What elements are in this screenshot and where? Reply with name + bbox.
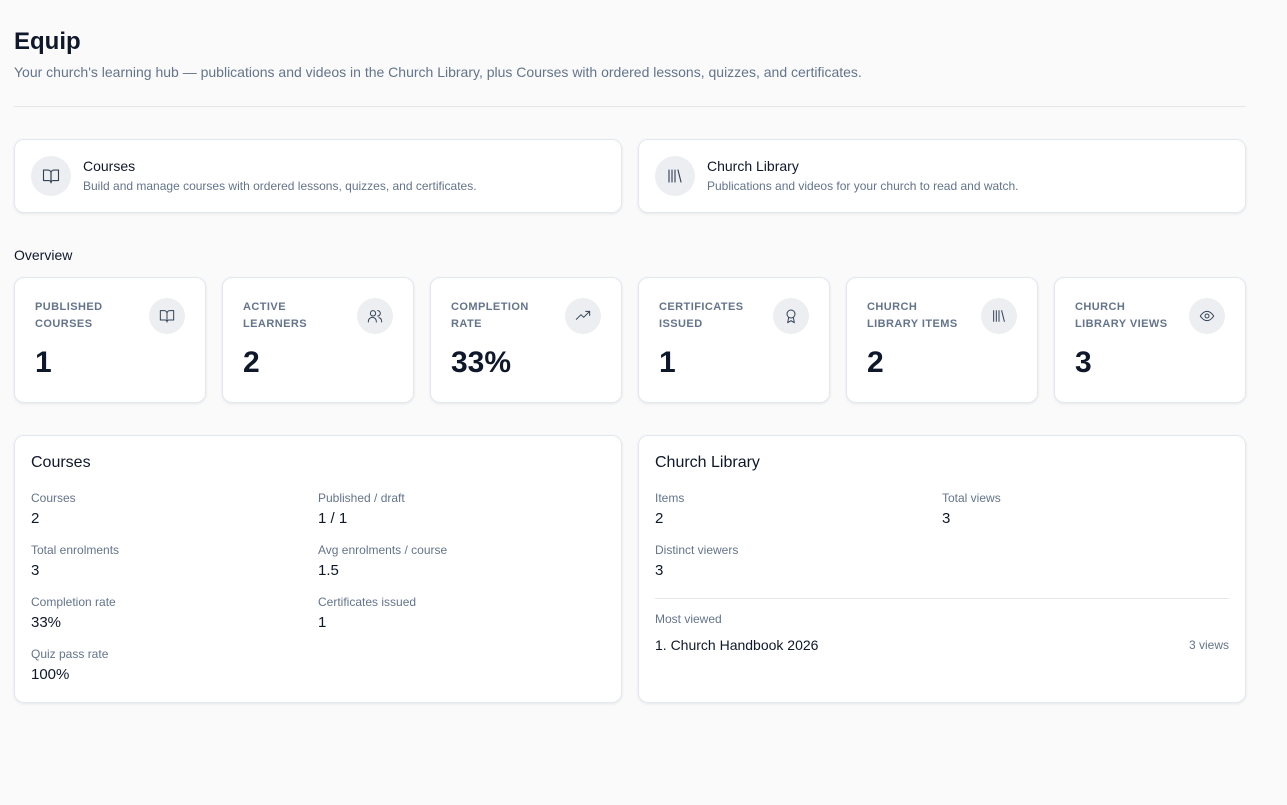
stat-card: COMPLETION RATE 33%	[430, 277, 622, 403]
stat-label: PUBLISHED COURSES	[35, 301, 103, 330]
metric-value: 1	[318, 614, 327, 631]
stat-card: PUBLISHED COURSES 1	[14, 277, 206, 403]
icon	[1189, 298, 1225, 334]
metric-value: 2	[655, 510, 664, 527]
stat-value: 33%	[451, 346, 512, 379]
metric-label: Courses	[31, 491, 76, 505]
metric-label: Distinct viewers	[655, 543, 739, 557]
page-title: Equip	[14, 28, 81, 55]
most-viewed-views: 3 views	[1188, 638, 1229, 652]
metric: Total enrolments 3	[31, 543, 119, 579]
metric-label: Total enrolments	[31, 543, 120, 557]
metric-label: Avg enrolments / course	[318, 543, 448, 557]
nav-description: Build and manage courses with ordered le…	[83, 179, 477, 193]
stat-value: 2	[243, 346, 260, 379]
divider	[14, 106, 1246, 107]
nav-title: Courses	[83, 158, 136, 174]
stat-card: ACTIVE LEARNERS 2	[222, 277, 414, 403]
subsection-title: Most viewed	[655, 612, 722, 626]
section-title: Overview	[14, 247, 73, 263]
stat-label: COMPLETION RATE	[451, 301, 529, 330]
courses-panel: Courses Courses 2 Published / draft 1 / 1 To…	[14, 435, 622, 703]
icon	[149, 298, 185, 334]
stat-value: 3	[1075, 346, 1092, 379]
icon	[773, 298, 809, 334]
stat-card: CHURCH LIBRARY ITEMS 2	[846, 277, 1038, 403]
metric-value: 3	[31, 562, 40, 579]
metric-label: Quiz pass rate	[31, 647, 109, 661]
stat-label: CHURCH LIBRARY ITEMS	[867, 301, 958, 330]
nav-card[interactable]: Courses Build and manage courses with or…	[14, 139, 622, 213]
metric: Published / draft 1 / 1	[318, 491, 405, 527]
library-panel: Church Library Most viewed 1. Church Han…	[638, 435, 1246, 703]
nav-description: Publications and videos for your church …	[707, 179, 1019, 193]
metric: Distinct viewers 3	[655, 543, 738, 579]
stat-card: CERTIFICATES ISSUED 1	[638, 277, 830, 403]
metric-value: 33%	[31, 614, 62, 631]
stat-label: ACTIVE LEARNERS	[243, 301, 308, 330]
metric-value: 2	[31, 510, 40, 527]
icon	[655, 156, 695, 196]
nav-title: Church Library	[707, 158, 799, 174]
stat-card: CHURCH LIBRARY VIEWS 3	[1054, 277, 1246, 403]
panel-title: Church Library	[655, 454, 760, 471]
metric: Items 2	[655, 491, 684, 527]
stat-label: CHURCH LIBRARY VIEWS	[1075, 301, 1168, 330]
metric-value: 3	[655, 562, 664, 579]
stat-value: 1	[35, 346, 52, 379]
icon	[31, 156, 71, 196]
icon	[357, 298, 393, 334]
metric-label: Completion rate	[31, 595, 116, 609]
metric: Avg enrolments / course 1.5	[318, 543, 447, 579]
metric-value: 1.5	[318, 562, 339, 579]
icon	[981, 298, 1017, 334]
stat-label: CERTIFICATES ISSUED	[659, 301, 744, 330]
metric-label: Published / draft	[318, 491, 405, 505]
stat-value: 1	[659, 346, 676, 379]
metric: Quiz pass rate 100%	[31, 647, 108, 683]
most-viewed-name: 1. Church Handbook 2026	[655, 637, 819, 653]
icon	[565, 298, 601, 334]
metric-value: 1 / 1	[318, 510, 348, 527]
metric: Total views 3	[942, 491, 1001, 527]
panel-title: Courses	[31, 454, 91, 471]
metric-label: Certificates issued	[318, 595, 417, 609]
metric-value: 3	[942, 510, 951, 527]
metric: Courses 2	[31, 491, 76, 527]
metric: Completion rate 33%	[31, 595, 116, 631]
nav-card[interactable]: Church Library Publications and videos f…	[638, 139, 1246, 213]
metric-value: 100%	[31, 666, 70, 683]
page-subtitle: Your church's learning hub — publication…	[14, 64, 862, 80]
metric-label: Total views	[942, 491, 1001, 505]
metric: Certificates issued 1	[318, 595, 416, 631]
metric-label: Items	[655, 491, 685, 505]
stat-value: 2	[867, 346, 884, 379]
divider	[655, 598, 1229, 599]
